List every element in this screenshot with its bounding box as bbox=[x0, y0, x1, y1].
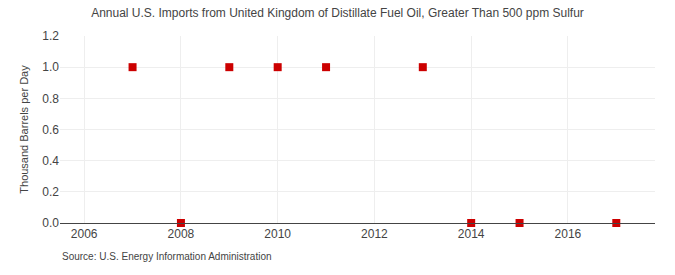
svg-text:0.0: 0.0 bbox=[42, 216, 59, 230]
svg-text:0.4: 0.4 bbox=[42, 154, 59, 168]
svg-text:Thousand Barrels per Day: Thousand Barrels per Day bbox=[18, 65, 30, 194]
svg-text:2008: 2008 bbox=[168, 227, 195, 241]
svg-text:2010: 2010 bbox=[264, 227, 291, 241]
svg-text:2006: 2006 bbox=[71, 227, 98, 241]
svg-text:1.2: 1.2 bbox=[42, 29, 59, 43]
svg-text:Annual U.S. Imports from Unite: Annual U.S. Imports from United Kingdom … bbox=[91, 6, 584, 20]
svg-text:0.2: 0.2 bbox=[42, 185, 59, 199]
svg-text:2016: 2016 bbox=[555, 227, 582, 241]
svg-text:Source: U.S. Energy Informatio: Source: U.S. Energy Information Administ… bbox=[62, 251, 272, 262]
svg-text:1.0: 1.0 bbox=[42, 60, 59, 74]
svg-text:0.6: 0.6 bbox=[42, 123, 59, 137]
svg-text:0.8: 0.8 bbox=[42, 92, 59, 106]
svg-text:2012: 2012 bbox=[361, 227, 388, 241]
svg-text:2014: 2014 bbox=[458, 227, 485, 241]
